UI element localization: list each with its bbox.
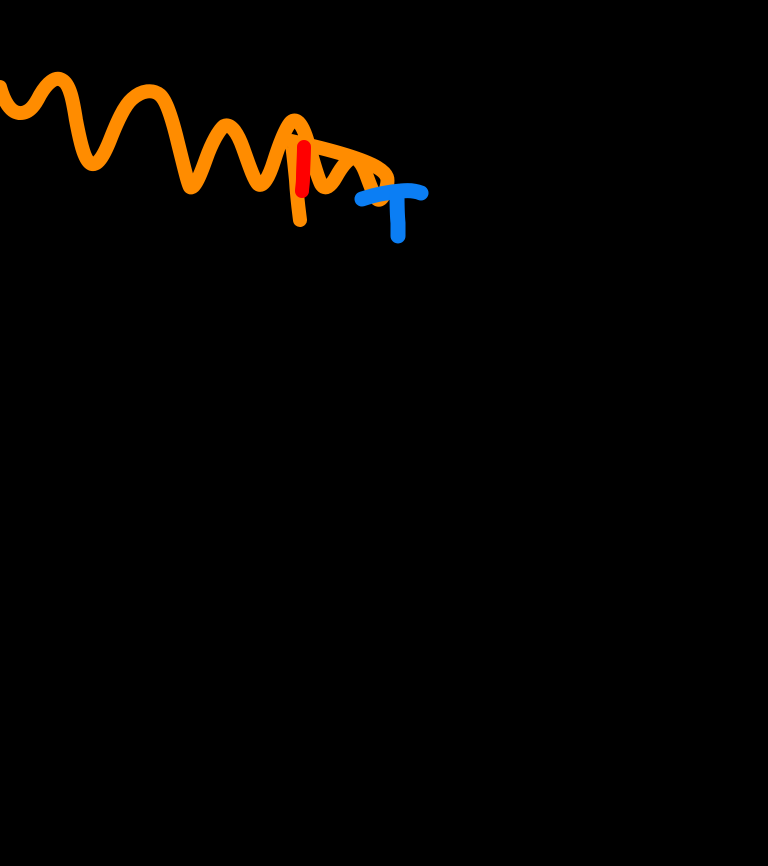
blue-letter-t-vertical-stem[interactable]	[389, 184, 406, 244]
red-vertical-stroke[interactable]	[295, 140, 311, 198]
